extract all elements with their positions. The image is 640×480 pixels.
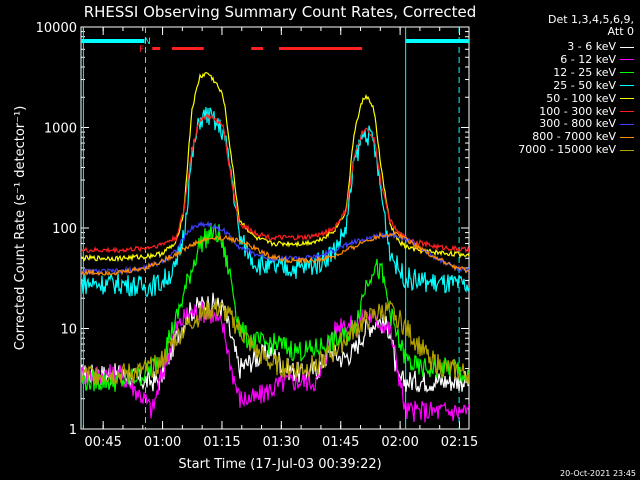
x-tick-label: 01:15 [203,435,240,450]
legend-item: 100 - 300 keV [539,104,634,118]
legend-header: Det 1,3,4,5,6,9, [547,13,634,26]
series-line-5 [81,112,469,254]
series-line-4 [81,71,469,263]
legend-label: 800 - 7000 keV [532,130,616,144]
legend-label: 3 - 6 keV [567,40,616,53]
flare-bar [278,47,363,50]
x-tick-label: 02:15 [441,435,478,450]
legend-item: 300 - 800 keV [539,118,634,130]
y-tick-label: 10 [60,323,77,338]
status-flag-n: N [144,37,151,47]
series-line-2 [81,222,469,392]
legend-item: 12 - 25 keV [553,65,634,79]
legend-label: 25 - 50 keV [553,78,616,92]
chart-title: RHESSI Observing Summary Count Rates, Co… [84,3,477,21]
legend-swatch [620,85,634,87]
legend-item: 50 - 100 keV [546,91,634,105]
flare-bar [152,47,161,50]
y-tick-label: 10000 [36,21,77,36]
y-tick-label: 100 [52,222,77,237]
legend-swatch [620,46,634,48]
legend-swatch [620,98,634,100]
series-line-7 [81,230,469,277]
legend-label: 100 - 300 keV [539,104,616,118]
x-tick-label: 02:00 [381,435,418,450]
legend-label: 7000 - 15000 keV [518,143,616,157]
legend-header: Att 0 [607,25,634,38]
legend-label: 12 - 25 keV [553,65,616,79]
night-bar [405,39,469,43]
status-flag-f: F [139,45,144,55]
legend-item: 3 - 6 keV [567,41,634,53]
legend-item: 800 - 7000 keV [532,131,634,143]
legend-swatch [620,59,634,61]
legend-swatch [620,149,634,151]
legend-swatch [620,136,634,138]
series-line-0 [81,292,469,393]
flare-bar [172,47,204,50]
series-line-3 [81,107,469,298]
x-tick-label: 01:00 [144,435,181,450]
night-bar [81,39,145,43]
y-axis-label: Corrected Count Rate (s⁻¹ detector⁻¹) [13,106,28,351]
footer-date: 20-Oct-2021 23:45 [560,469,636,478]
legend-label: 6 - 12 keV [560,52,616,66]
legend-item: 25 - 50 keV [553,78,634,92]
plot-area: 1 10 100 1000 10000 00:45 01:00 01:15 01:30 01:45… [36,21,479,450]
legend-item: 7000 - 15000 keV [518,144,634,156]
y-tick-label: 1 [69,423,77,438]
legend-swatch [620,123,634,125]
series-line-8 [81,298,469,386]
legend-swatch [620,111,634,112]
x-axis-label: Start Time (17-Jul-03 00:39:22) [178,457,381,472]
legend-swatch [620,72,634,74]
flare-bar [251,47,264,50]
x-tick-label: 01:30 [263,435,300,450]
legend-label: 50 - 100 keV [546,91,616,105]
legend-item: 6 - 12 keV [560,52,634,66]
x-tick-label: 00:45 [84,435,121,450]
x-tick-label: 01:45 [322,435,359,450]
series-line-1 [81,301,469,423]
y-tick-label: 1000 [44,122,77,137]
legend-label: 300 - 800 keV [539,117,616,131]
